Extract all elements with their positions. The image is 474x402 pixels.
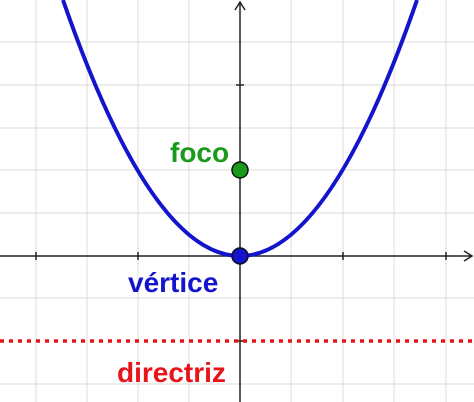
focus-point <box>231 161 249 179</box>
vertex-label: vértice <box>128 267 218 298</box>
vertex-point <box>231 247 249 265</box>
focus-label: foco <box>170 137 229 168</box>
directrix-label: directriz <box>117 357 226 388</box>
